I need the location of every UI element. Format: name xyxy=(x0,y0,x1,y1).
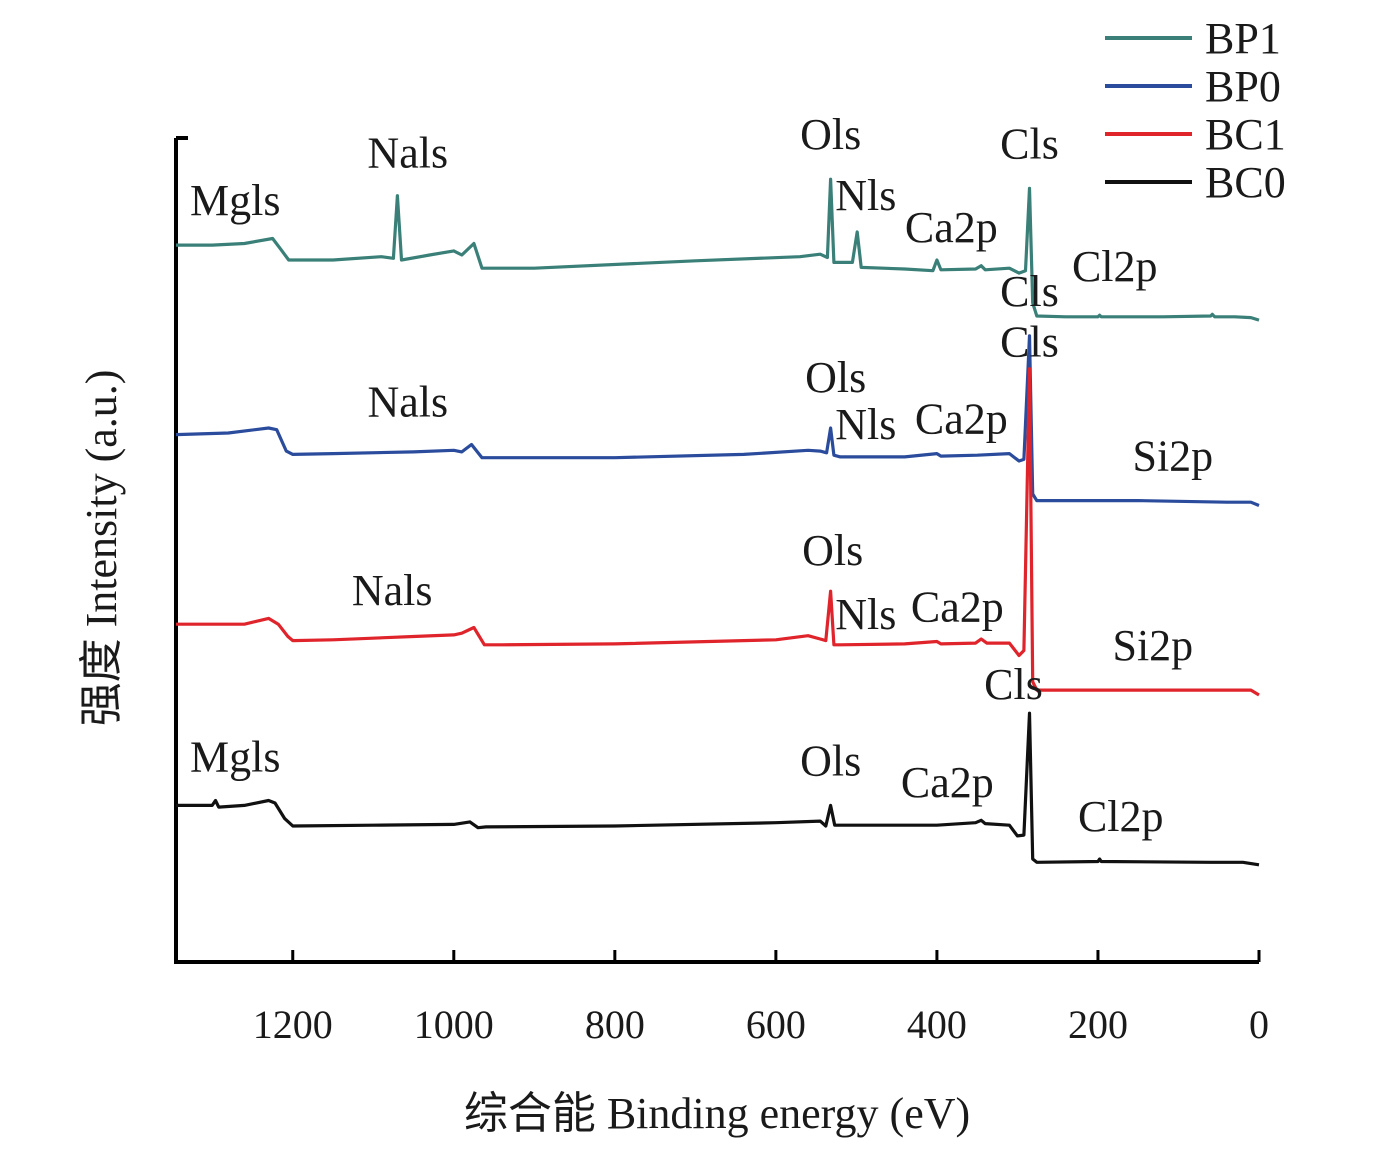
peak-label-bc1-si2p: Si2p xyxy=(1112,621,1193,670)
peak-label-bp1-mgls: Mgls xyxy=(190,176,280,225)
legend-label-bc1: BC1 xyxy=(1205,110,1286,159)
y-axis-title: 强度 Intensity (a.u.) xyxy=(77,370,126,727)
x-tick-label: 1200 xyxy=(253,1002,333,1047)
peak-label-bc0-mgls: Mgls xyxy=(190,732,280,781)
peak-label-bc0-ols: Ols xyxy=(800,736,861,785)
legend-label-bp0: BP0 xyxy=(1205,62,1281,111)
peak-label-bp1-cls: Cls xyxy=(1000,119,1059,168)
series-line-bp1 xyxy=(176,177,1260,322)
peak-label-bp1-cl2p: Cl2p xyxy=(1072,242,1158,291)
legend-label-bc0: BC0 xyxy=(1205,158,1286,207)
peak-label-bc1-cls: Cls xyxy=(1000,318,1059,367)
x-tick-label: 800 xyxy=(585,1002,645,1047)
x-tick-label: 600 xyxy=(746,1002,806,1047)
peak-label-bp0-cls: Cls xyxy=(1000,267,1059,316)
x-tick-label: 0 xyxy=(1249,1002,1269,1047)
peak-label-bc1-ols: Ols xyxy=(802,526,863,575)
peak-label-bc0-cl2p: Cl2p xyxy=(1078,792,1164,841)
series-lines xyxy=(175,177,1260,867)
legend-label-bp1: BP1 xyxy=(1205,14,1281,63)
peak-label-bc0-cls: Cls xyxy=(984,660,1043,709)
peak-label-bp1-nls: Nls xyxy=(835,171,896,220)
x-axis-title: 综合能 Binding energy (eV) xyxy=(464,1089,970,1138)
peak-label-bc1-nls: Nls xyxy=(835,590,896,639)
x-axis-ticks: 1200 1000 800 600 400 200 0 xyxy=(253,950,1269,1047)
x-tick-label: 200 xyxy=(1068,1002,1128,1047)
plot-frame xyxy=(174,136,1259,964)
peak-label-bc0-ca2p: Ca2p xyxy=(901,758,994,807)
peak-label-bp0-nls: Nls xyxy=(835,400,896,449)
peak-label-bc1-nals: Nals xyxy=(352,566,433,615)
series-line-bc1 xyxy=(176,367,1260,697)
series-line-bp0 xyxy=(175,334,1260,507)
peak-label-bp0-ca2p: Ca2p xyxy=(915,395,1008,444)
peak-label-bc1-ca2p: Ca2p xyxy=(911,582,1004,631)
peak-label-bp1-ols: Ols xyxy=(800,110,861,159)
x-tick-label: 1000 xyxy=(414,1002,494,1047)
peak-label-bp0-si2p: Si2p xyxy=(1132,432,1213,481)
peak-label-bp1-nals: Nals xyxy=(367,129,448,178)
peak-label-bp0-ols: Ols xyxy=(805,353,866,402)
series-line-bc0 xyxy=(176,711,1260,867)
x-tick-label: 400 xyxy=(907,1002,967,1047)
peak-label-bp1-ca2p: Ca2p xyxy=(905,203,998,252)
peak-label-bp0-nals: Nals xyxy=(368,378,449,427)
